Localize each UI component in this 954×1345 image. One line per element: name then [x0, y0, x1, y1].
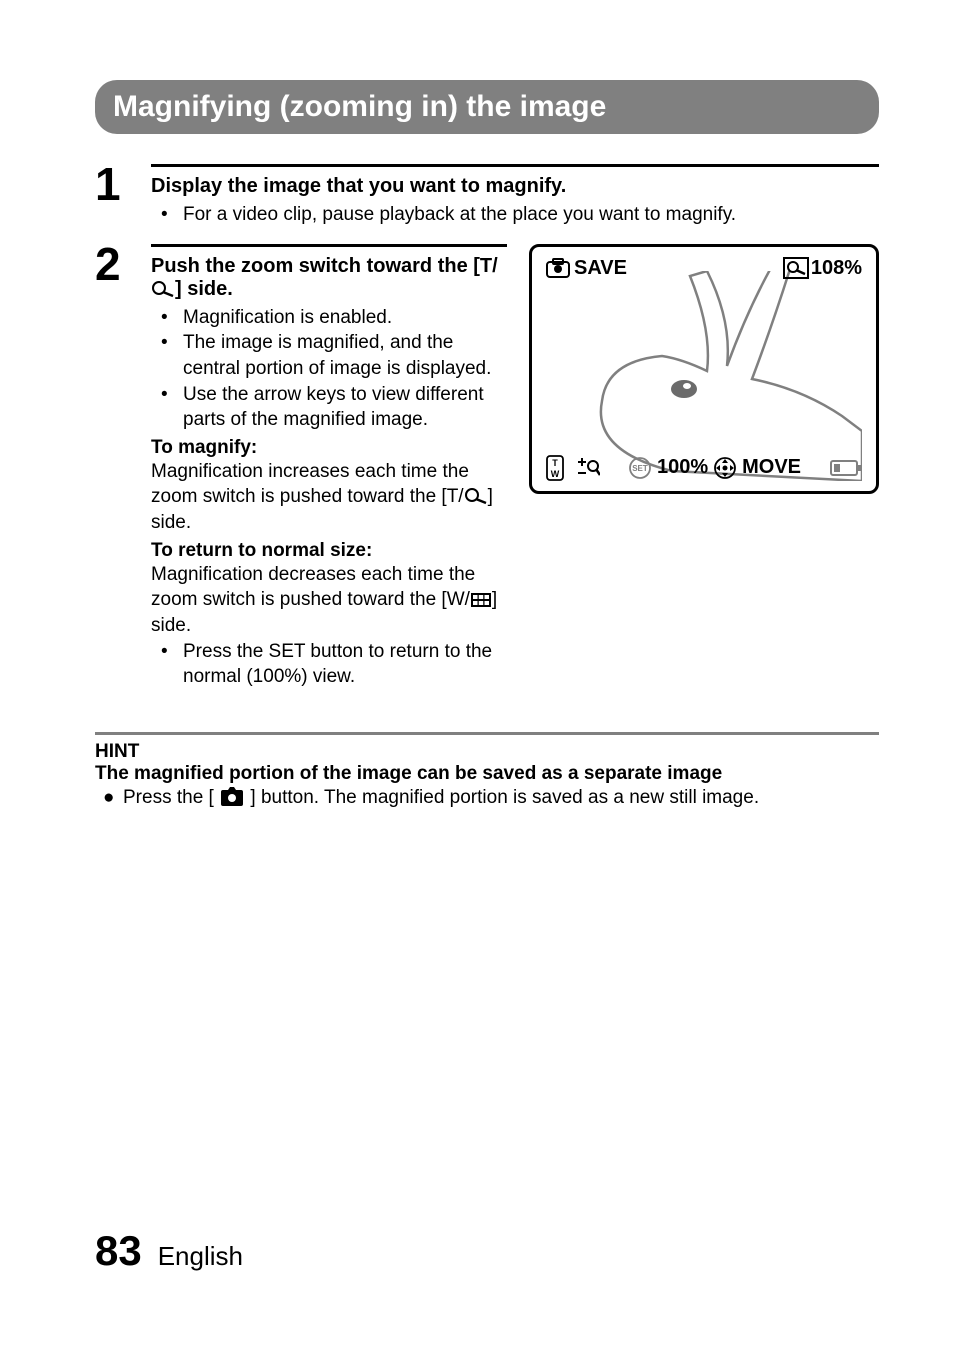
lcd-save-row: SAVE — [546, 257, 627, 280]
step-2-bullet-0: • Magnification is enabled. — [161, 305, 507, 331]
step-1: 1 Display the image that you want to mag… — [95, 164, 879, 228]
hint-bullet-text: Press the [ ] button. The magnified port… — [123, 785, 759, 811]
step-2-post-bullet-0: • Press the SET button to return to the … — [161, 639, 507, 690]
grid-icon — [470, 592, 492, 608]
camera-button-icon — [219, 786, 245, 806]
language-label: English — [158, 1241, 243, 1272]
sub-para-magnify: Magnification increases each time the zo… — [151, 459, 507, 536]
step-2-row: 2 Push the zoom switch toward the [T/] s… — [95, 244, 879, 706]
magnify-icon — [464, 487, 488, 505]
hint-post: ] button. The magnified portion is saved… — [245, 787, 759, 808]
step-2-bullet-2: • Use the arrow keys to view different p… — [161, 382, 507, 433]
magnify-icon — [151, 280, 175, 298]
bullet-dot: • — [161, 202, 183, 228]
hint-label: HINT — [95, 741, 879, 763]
bullet-dot: • — [161, 330, 183, 381]
step-1-heading: Display the image that you want to magni… — [151, 175, 879, 198]
hint-separator — [95, 732, 879, 735]
sub-para-pre: Magnification increases each time the zo… — [151, 461, 469, 508]
svg-text:SET: SET — [632, 464, 648, 473]
lcd-save-text: SAVE — [574, 257, 627, 280]
bullet-text: Magnification is enabled. — [183, 305, 507, 331]
bullet-text: For a video clip, pause playback at the … — [183, 202, 879, 228]
bullet-text: Press the SET button to return to the no… — [183, 639, 507, 690]
dpad-icon — [714, 457, 736, 479]
lcd-set-percent: 100% — [657, 456, 708, 479]
magnify-box-icon — [783, 257, 809, 279]
bunny-drawing — [572, 271, 862, 481]
sub-heading-return: To return to normal size: — [151, 540, 507, 562]
zoom-tw-icon: TW — [546, 455, 570, 481]
sub-heading-magnify: To magnify: — [151, 437, 507, 459]
bullet-dot: • — [161, 639, 183, 690]
title-text: Magnifying (zooming in) the image — [113, 90, 606, 123]
bullet-dot: • — [161, 382, 183, 433]
bullet-dot: ● — [103, 785, 123, 811]
lcd-mag-percent: 108% — [811, 257, 862, 280]
step-2-bullet-1: • The image is magnified, and the centra… — [161, 330, 507, 381]
hint-title: The magnified portion of the image can b… — [95, 763, 879, 785]
hint-bullet: ● Press the [ ] button. The magnified po… — [103, 785, 879, 811]
lcd-mag-row: 108% — [783, 257, 862, 280]
page-title: Magnifying (zooming in) the image — [95, 80, 879, 134]
step-1-body: Display the image that you want to magni… — [151, 164, 879, 228]
camera-small-icon — [546, 258, 570, 278]
step-1-bullet-0: • For a video clip, pause playback at th… — [161, 202, 879, 228]
svg-text:T: T — [552, 458, 558, 468]
step-2-heading: Push the zoom switch toward the [T/] sid… — [151, 255, 507, 301]
step-2-heading-pre: Push the zoom switch toward the [T/ — [151, 255, 498, 277]
lcd-screen: SAVE 108% TW SET 100% MOVE — [529, 244, 879, 494]
page-number: 83 — [95, 1227, 142, 1275]
lcd-bottom-row: TW SET 100% MOVE — [546, 455, 862, 481]
step-2-number: 2 — [95, 244, 151, 285]
bullet-text: The image is magnified, and the central … — [183, 330, 507, 381]
step-1-number: 1 — [95, 164, 151, 205]
plusminus-magnify-icon — [576, 457, 600, 479]
step-2-heading-post: ] side. — [175, 278, 233, 300]
lcd-move-text: MOVE — [742, 456, 801, 479]
bullet-dot: • — [161, 305, 183, 331]
sub-para-return: Magnification decreases each time the zo… — [151, 562, 507, 639]
sub-para-pre: Magnification decreases each time the zo… — [151, 564, 475, 611]
step-2-body: Push the zoom switch toward the [T/] sid… — [151, 244, 507, 690]
step-2: 2 Push the zoom switch toward the [T/] s… — [95, 244, 507, 690]
battery-icon — [830, 459, 862, 477]
bullet-text: Use the arrow keys to view different par… — [183, 382, 507, 433]
page-footer: 83 English — [95, 1227, 243, 1275]
svg-text:W: W — [551, 469, 560, 479]
set-circle-icon: SET — [629, 457, 651, 479]
hint-pre: Press the [ — [123, 787, 219, 808]
